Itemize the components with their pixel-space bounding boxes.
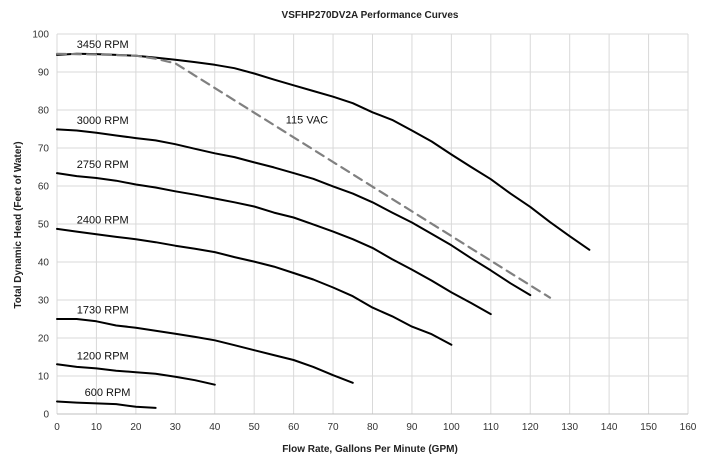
chart-title: VSFHP270DV2A Performance Curves xyxy=(282,10,459,21)
series-label: 1730 RPM xyxy=(77,304,129,316)
x-tick-label: 100 xyxy=(443,422,460,433)
x-tick-label: 30 xyxy=(170,422,182,433)
series-line-3000-rpm xyxy=(56,128,532,297)
series-label: 115 VAC xyxy=(286,114,328,126)
y-tick-label: 90 xyxy=(38,68,50,79)
y-tick-label: 20 xyxy=(38,334,50,345)
x-axis-title: Flow Rate, Gallons Per Minute (GPM) xyxy=(282,444,458,455)
x-tick-label: 110 xyxy=(483,422,499,433)
x-tick-label: 160 xyxy=(680,422,697,433)
x-tick-label: 50 xyxy=(249,422,261,433)
series-label: 1200 RPM xyxy=(77,350,129,362)
x-tick-label: 10 xyxy=(91,422,103,433)
x-tick-label: 130 xyxy=(561,422,578,433)
x-tick-label: 90 xyxy=(406,422,418,433)
series-line-2750-rpm xyxy=(56,172,492,316)
axes: 0 10 20 30 40 50 60 70 80 90 100 0 10 20 30 40 50 60 70 80 9… xyxy=(32,30,696,434)
y-tick-label: 70 xyxy=(38,144,50,155)
x-tick-label: 140 xyxy=(601,422,618,433)
x-tick-label: 120 xyxy=(522,422,539,433)
x-tick-label: 70 xyxy=(328,422,340,433)
series-lines xyxy=(55,52,591,409)
series-line-600-rpm xyxy=(56,400,157,409)
series-line-1200-rpm xyxy=(56,363,216,386)
series-label: 3000 RPM xyxy=(77,115,129,127)
series-line-2400-rpm xyxy=(56,227,453,346)
grid-lines xyxy=(56,33,689,415)
series-label: 3450 RPM xyxy=(77,39,129,51)
series-line-115-vac xyxy=(55,52,552,299)
series-line-1730-rpm xyxy=(56,318,354,384)
x-tick-label: 40 xyxy=(209,422,221,433)
series-label: 600 RPM xyxy=(85,387,131,399)
x-tick-label: 60 xyxy=(288,422,300,433)
x-tick-label: 80 xyxy=(367,422,379,433)
series-label: 2750 RPM xyxy=(77,159,129,171)
y-tick-label: 0 xyxy=(43,410,49,421)
series-label: 2400 RPM xyxy=(77,215,129,227)
y-tick-label: 40 xyxy=(38,258,50,269)
y-tick-label: 50 xyxy=(38,220,50,231)
series-labels: 3450 RPM 3000 RPM 2750 RPM 2400 RPM 1730 RPM… xyxy=(77,39,328,399)
series-line-3450-rpm xyxy=(56,52,591,251)
x-tick-label: 150 xyxy=(640,422,657,433)
y-axis-title: Total Dynamic Head (Feet of Water) xyxy=(13,141,24,308)
y-tick-label: 80 xyxy=(38,106,50,117)
x-tick-label: 0 xyxy=(54,422,60,433)
y-tick-label: 60 xyxy=(38,182,50,193)
y-tick-label: 10 xyxy=(38,372,50,383)
y-tick-label: 100 xyxy=(32,30,49,41)
x-tick-label: 20 xyxy=(130,422,142,433)
y-tick-label: 30 xyxy=(38,296,50,307)
